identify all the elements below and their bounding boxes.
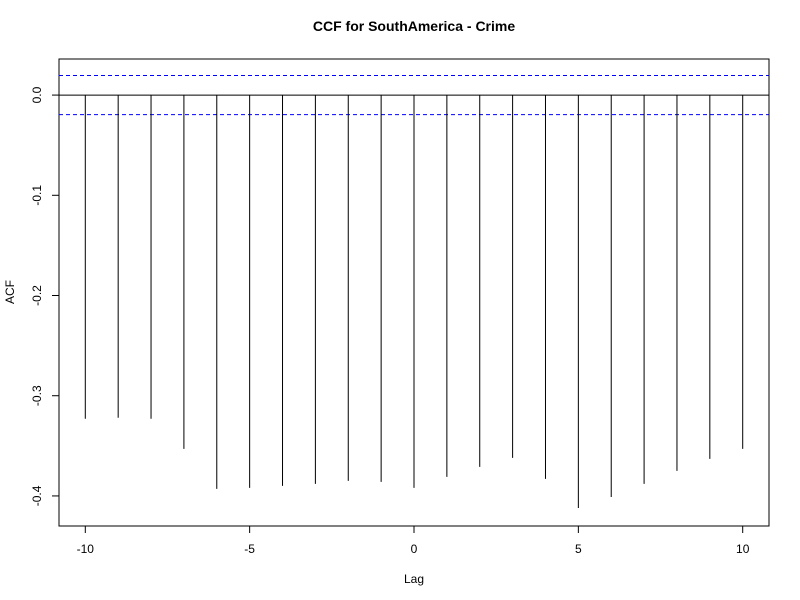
ccf-bars [84,95,744,508]
x-axis: -10 -5 0 5 10 [77,526,750,556]
y-tick-label: -0.4 [30,485,44,506]
y-tick-label: 0.0 [30,86,44,103]
chart-title: CCF for SouthAmerica - Crime [313,18,515,34]
x-tick-label: 5 [575,542,582,556]
x-axis-label: Lag [404,572,424,586]
x-tick-label: 0 [411,542,418,556]
confidence-bounds [59,75,769,116]
x-tick-label: 10 [736,542,750,556]
y-tick-label: -0.2 [30,285,44,306]
y-axis-label: ACF [3,280,17,304]
y-tick-label: -0.1 [30,185,44,206]
y-tick-label: -0.3 [30,385,44,406]
y-axis: 0.0 -0.1 -0.2 -0.3 -0.4 [30,86,59,506]
x-tick-label: -10 [77,542,95,556]
x-tick-label: -5 [244,542,255,556]
